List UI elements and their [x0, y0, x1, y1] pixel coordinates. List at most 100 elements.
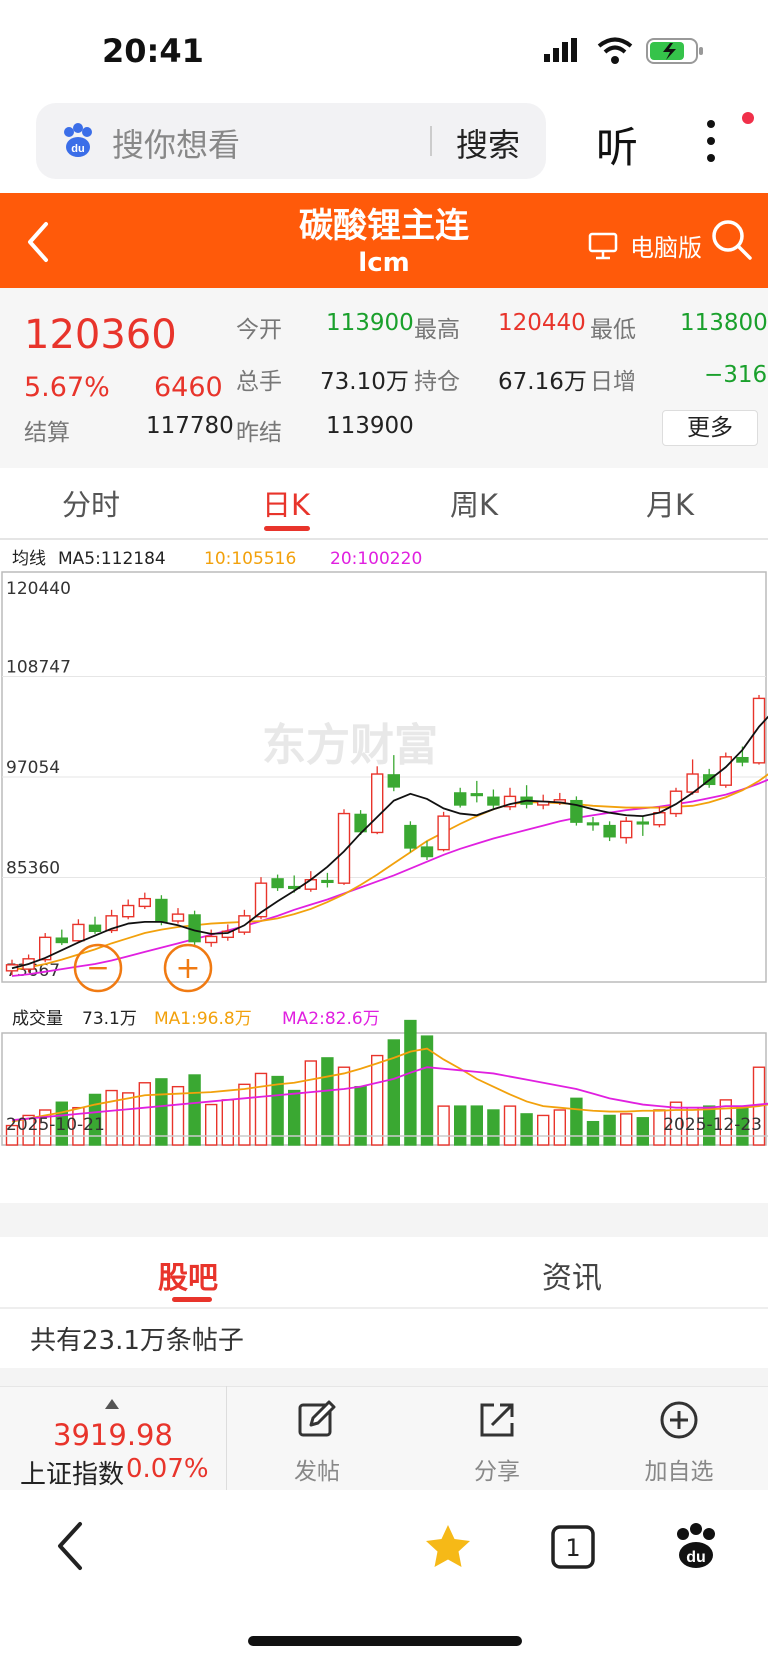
position-label: 持仓	[414, 369, 460, 395]
index-name[interactable]: 上证指数	[20, 1460, 125, 1490]
volume-bar	[520, 1113, 533, 1146]
volume-bar	[470, 1105, 483, 1146]
community-divider	[0, 1307, 768, 1309]
zoom-in-button[interactable]: +	[163, 943, 213, 993]
prev-settle-label: 昨结	[236, 420, 282, 446]
candle-body	[204, 935, 218, 944]
candle-body	[138, 897, 152, 908]
add-watch-label[interactable]: 加自选	[644, 1459, 714, 1485]
ma20-line	[11, 778, 768, 977]
volume-bar	[487, 1109, 500, 1146]
volume-bar	[719, 1099, 732, 1146]
up-arrow-icon	[105, 1399, 119, 1409]
volume-bar	[155, 1078, 168, 1146]
tabs-icon[interactable]: 1	[550, 1524, 596, 1570]
candle-body	[736, 756, 749, 763]
baidu-paw-icon: du	[64, 123, 92, 157]
candle-body	[155, 898, 168, 923]
favorite-star-icon[interactable]	[422, 1522, 474, 1572]
volume-bar	[454, 1105, 467, 1146]
bottom-toolbar	[0, 1386, 768, 1490]
add-watch-button[interactable]	[624, 1400, 734, 1444]
ma5-legend: MA5:112184	[58, 549, 166, 569]
low-label: 最低	[590, 317, 636, 343]
tab-guba[interactable]: 股吧	[158, 1261, 218, 1296]
search-button[interactable]: 搜索	[456, 126, 521, 164]
section-gap-2	[0, 1368, 768, 1386]
candle-body	[337, 812, 351, 884]
monitor-icon[interactable]	[588, 232, 618, 260]
post-label[interactable]: 发帖	[294, 1459, 340, 1485]
candle-body	[304, 879, 317, 890]
volume-bar	[188, 1074, 201, 1146]
low-value: 113800	[680, 310, 768, 336]
svg-text:−: −	[86, 951, 109, 984]
candle-body	[72, 923, 85, 942]
status-time: 20:41	[102, 32, 204, 70]
candle-body	[470, 793, 483, 797]
candle-body	[620, 820, 633, 839]
position-value: 67.16万	[498, 369, 587, 395]
date-end: 2025-12-23	[663, 1115, 762, 1135]
kline-chart[interactable]: 均线 MA5:112184 10:105516 20:100220 120440…	[0, 540, 768, 1205]
browser-back-icon[interactable]	[52, 1520, 88, 1572]
zoom-out-button[interactable]: −	[73, 943, 123, 993]
section-gap	[0, 1203, 768, 1237]
volume-bar	[371, 1054, 384, 1146]
more-button[interactable]: 更多	[662, 410, 758, 446]
volume-bar	[88, 1093, 102, 1146]
search-bar[interactable]	[36, 103, 546, 179]
candle-body	[171, 913, 185, 922]
share-label[interactable]: 分享	[474, 1459, 520, 1485]
vol-ma1-line	[11, 1047, 768, 1123]
index-value[interactable]: 3919.98	[53, 1418, 173, 1452]
posts-count: 共有23.1万条帖子	[30, 1326, 244, 1356]
settle-value: 117780	[146, 413, 234, 439]
tab-weekly-k[interactable]: 周K	[450, 488, 499, 522]
tab-monthly-k[interactable]: 月K	[646, 488, 695, 522]
candle-body	[221, 930, 235, 939]
edit-icon	[298, 1400, 336, 1437]
daily-inc-value: −316	[704, 362, 768, 388]
change-percent: 5.67%	[24, 372, 110, 403]
candle-body	[653, 811, 666, 826]
candle-body	[487, 796, 500, 806]
ma20-polyline	[11, 778, 768, 977]
candle-body	[420, 846, 434, 858]
candle-body	[238, 915, 251, 933]
volume-bar	[620, 1113, 633, 1146]
ma5-line	[11, 715, 768, 970]
volume-legend-label: 成交量	[12, 1009, 63, 1029]
post-button[interactable]	[262, 1400, 372, 1444]
volume-bar	[437, 1105, 450, 1146]
price-axis-label: 108747	[6, 657, 71, 677]
tab-intraday[interactable]: 分时	[62, 488, 121, 522]
home-indicator	[248, 1636, 522, 1646]
baidu-home-icon[interactable]: du	[672, 1522, 720, 1570]
svg-text:du: du	[71, 143, 84, 155]
search-input[interactable]: 搜你想看	[112, 126, 241, 164]
back-icon[interactable]	[24, 220, 54, 264]
wifi-icon	[597, 37, 633, 64]
tab-daily-k[interactable]: 日K	[262, 488, 311, 522]
index-percent[interactable]: 0.07%	[126, 1454, 209, 1484]
listen-button[interactable]: 听	[596, 123, 639, 172]
volume-bar	[387, 1039, 400, 1146]
candle-body	[188, 914, 201, 943]
volume-bar	[669, 1101, 683, 1146]
search-icon[interactable]	[710, 218, 754, 262]
share-button[interactable]	[442, 1400, 552, 1444]
volume-bars	[5, 1019, 766, 1146]
tab-news[interactable]: 资讯	[542, 1261, 602, 1296]
status-bar	[0, 0, 768, 100]
candle-body	[254, 882, 268, 918]
date-start: 2025-10-21	[6, 1115, 105, 1135]
volume-bar	[221, 1099, 235, 1146]
price-grid	[2, 675, 766, 879]
candle-body	[321, 879, 334, 884]
more-menu-icon[interactable]	[700, 112, 754, 172]
candle-body	[271, 878, 284, 889]
pc-version-link[interactable]: 电脑版	[630, 234, 702, 262]
candle-body	[437, 815, 450, 851]
